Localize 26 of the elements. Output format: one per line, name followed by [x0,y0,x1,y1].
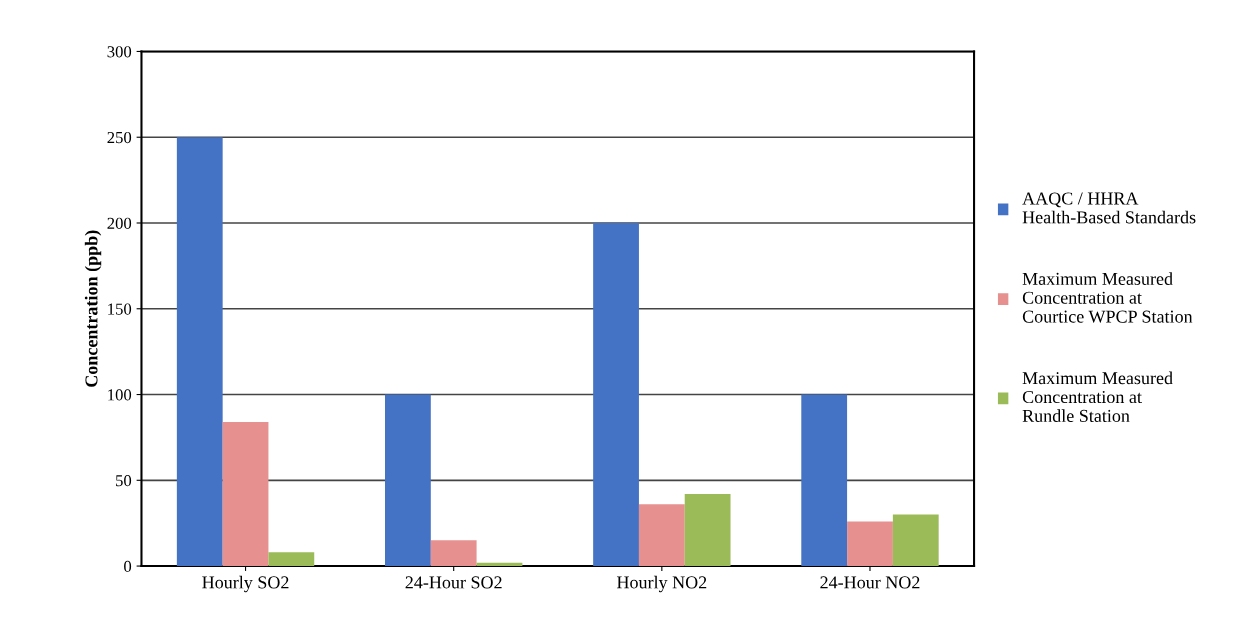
bar [176,137,223,567]
legend-label: Maximum Measured Concentration at Rundle Station [1022,371,1173,422]
bar [430,540,477,567]
bar [385,394,431,567]
legend-label: Maximum Measured Concentration at Courtice WPCP Station [1022,272,1193,323]
bar [268,552,315,567]
y-axis-title: Concentration (ppb) [84,230,102,387]
bar [684,494,731,567]
x-tick-label: Hourly NO2 [616,575,707,593]
legend-label: AAQC / HHRA Health-Based Standards [1022,192,1196,224]
bar [593,222,639,567]
y-tick-label: 0 [124,560,132,573]
x-tick-label: Hourly SO2 [202,575,289,593]
bar [222,421,269,567]
bar [801,394,848,567]
x-tick-label: 24-Hour NO2 [820,576,920,589]
y-tick-label: 300 [107,46,132,58]
bar [892,514,939,567]
bar [638,504,685,567]
x-tick-label: 24-Hour SO2 [405,576,502,589]
y-tick-label: 150 [108,303,132,315]
y-tick-label: 50 [116,474,132,487]
bar [847,521,893,567]
y-tick-label: 200 [107,217,132,229]
y-tick-label: 250 [107,131,132,144]
y-tick-label: 100 [108,389,132,401]
